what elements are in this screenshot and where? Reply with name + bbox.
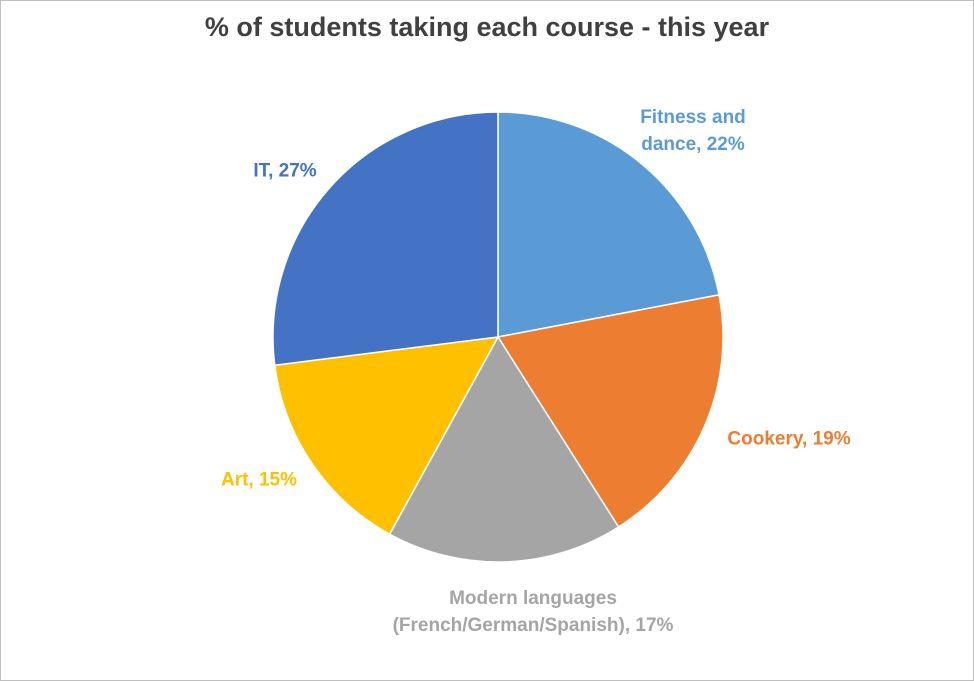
value-label: , 19% [802, 428, 851, 450]
data-label: Art, 15% [184, 467, 334, 494]
pie-slice [497, 111, 720, 338]
category-label: Cookery [727, 428, 803, 450]
data-label: Cookery, 19% [689, 426, 889, 453]
pie-slice [272, 111, 499, 367]
value-label: , 22% [696, 134, 745, 155]
pie-slice [388, 335, 620, 563]
category-label: IT [253, 160, 269, 182]
value-label: , 17% [624, 615, 674, 636]
data-label: Fitness and dance, 22% [618, 104, 768, 158]
category-label: Art [220, 469, 249, 491]
value-label: , 15% [248, 469, 298, 491]
data-label: Modern languages (French/German/Spanish)… [383, 585, 683, 639]
category-label: Modern languages (French/German/Spanish) [392, 588, 625, 636]
pie-slice [496, 293, 724, 529]
value-label: , 27% [268, 160, 317, 182]
category-label: Fitness and dance [640, 107, 746, 155]
pie-slice [273, 336, 500, 536]
chart-title: % of students taking each course - this … [204, 12, 770, 42]
data-label: IT, 27% [210, 158, 360, 185]
